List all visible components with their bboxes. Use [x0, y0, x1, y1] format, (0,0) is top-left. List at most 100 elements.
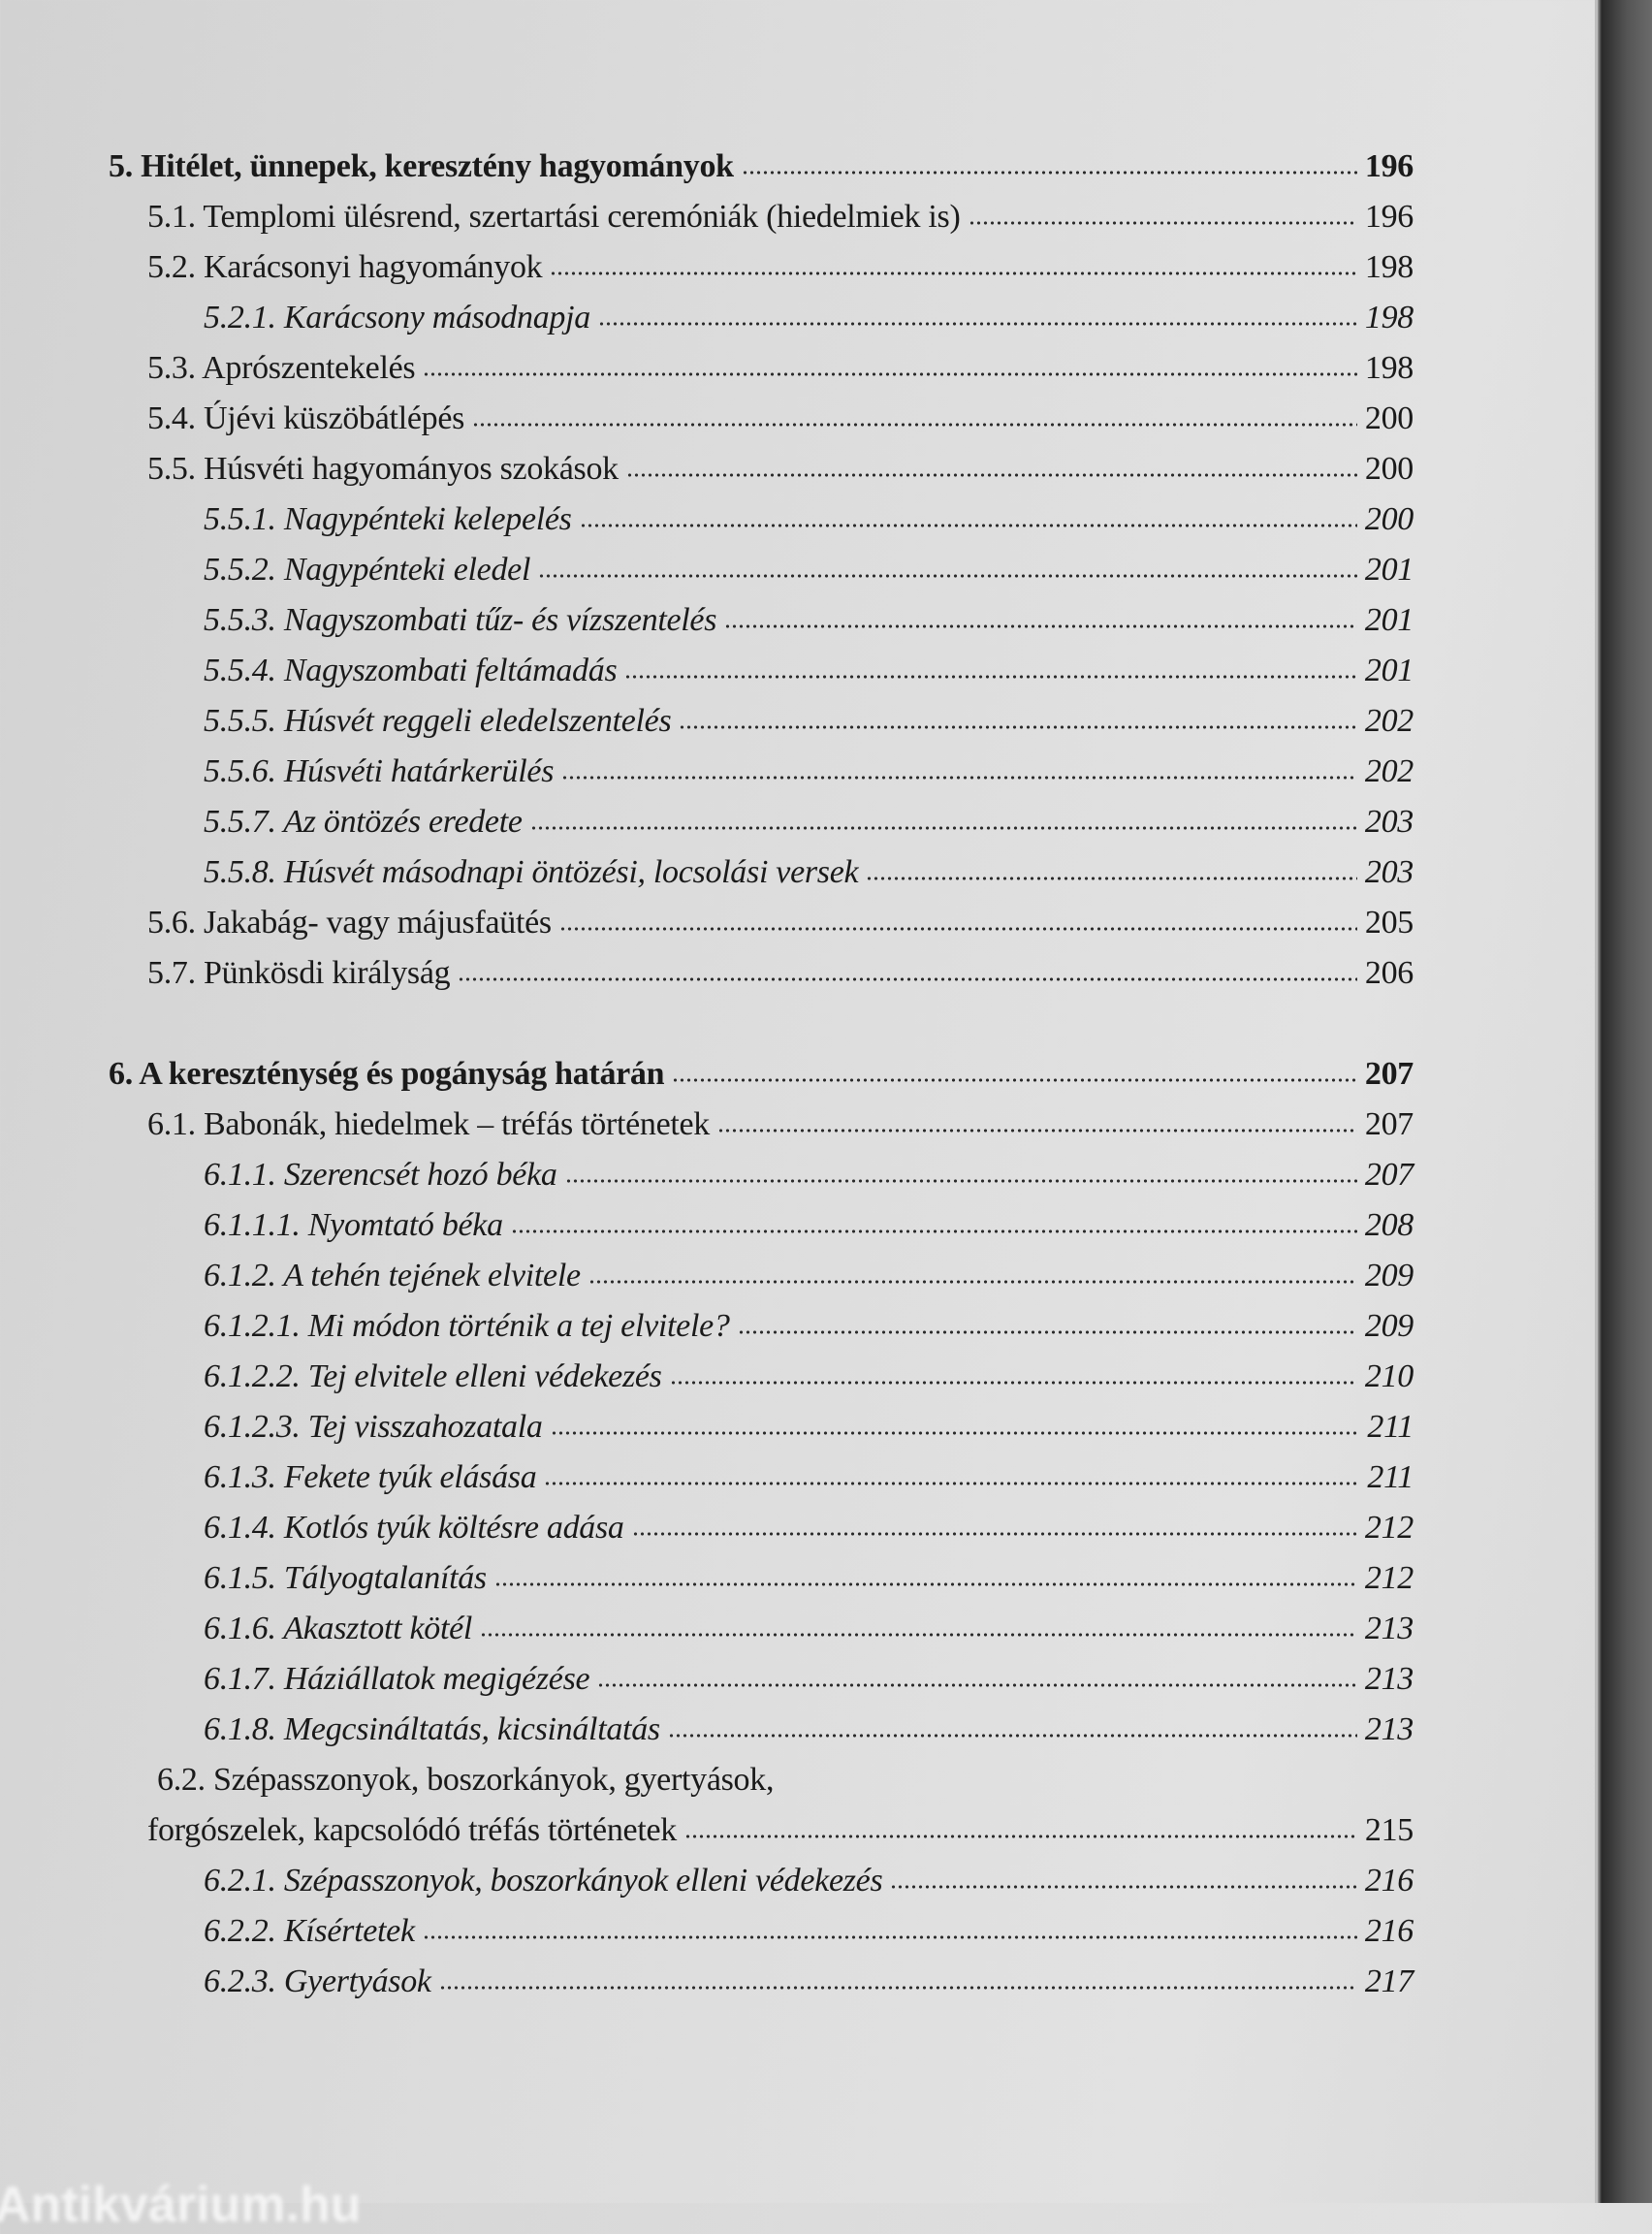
page-number: 206 — [1364, 955, 1414, 991]
toc-entry: 5.5.2. Nagypénteki eledel 201 — [109, 545, 1414, 595]
toc-entry: 5.5.3. Nagyszombati tűz- és vízszentelés… — [109, 595, 1414, 646]
page-number: 211 — [1367, 1459, 1414, 1495]
dot-leader — [423, 370, 1357, 378]
toc-entry: 5.2.1. Karácsony másodnapja 198 — [109, 293, 1414, 343]
entry-title: 6.1.6. Akasztott kötél — [204, 1611, 473, 1646]
entry-title: 5.7. Pünkösdi királyság — [147, 955, 451, 991]
dot-leader — [544, 1480, 1360, 1487]
dot-leader — [968, 219, 1357, 227]
entry-title: 5.5.6. Húsvéti határkerülés — [204, 753, 555, 789]
toc-entry: 6.2.3. Gyertyások 217 — [109, 1957, 1414, 2007]
entry-title: 5.1. Templomi ülésrend, szertartási cere… — [147, 199, 961, 235]
dot-leader — [422, 1933, 1357, 1941]
toc-entry: 6.1.1.1. Nyomtató béka 208 — [109, 1200, 1414, 1251]
entry-title: 6.1.2. A tehén tejének elvitele — [204, 1258, 581, 1293]
dot-leader — [564, 1177, 1357, 1185]
entry-title: 6. A kereszténység és pogányság határán — [109, 1056, 665, 1092]
toc-entry: 5.5.5. Húsvét reggeli eledelszentelés 202 — [109, 696, 1414, 747]
toc-entry: 6.1.2.3. Tej visszahozatala 211 — [109, 1402, 1414, 1452]
toc-entry: 5.5.8. Húsvét másodnapi öntözési, locsol… — [109, 847, 1414, 898]
page-number: 205 — [1364, 905, 1414, 941]
page-number: 207 — [1364, 1106, 1414, 1142]
toc-entry: 5.1. Templomi ülésrend, szertartási cere… — [109, 192, 1414, 242]
dot-leader — [510, 1228, 1357, 1235]
entry-title: 6.1. Babonák, hiedelmek – tréfás történe… — [147, 1106, 711, 1142]
toc-entry: 5.7. Pünkösdi királyság 206 — [109, 948, 1414, 999]
entry-title: forgószelek, kapcsolódó tréfás története… — [147, 1812, 677, 1848]
page-number: 201 — [1364, 552, 1414, 588]
toc-entry: 5.5.1. Nagypénteki kelepelés 200 — [109, 495, 1414, 545]
toc-entry: 5.5.7. Az öntözés eredete 203 — [109, 797, 1414, 847]
dot-leader — [529, 824, 1357, 832]
page-number: 200 — [1364, 501, 1414, 537]
entry-title: 6.1.2.1. Mi módon történik a tej elvitel… — [204, 1308, 730, 1344]
page-number: 207 — [1364, 1056, 1414, 1092]
toc-entry: 6.1.7. Háziállatok megigézése 213 — [109, 1654, 1414, 1705]
page-number: 211 — [1367, 1409, 1414, 1445]
page-number: 198 — [1364, 249, 1414, 285]
toc-entry: 6.1.8. Megcsináltatás, kicsináltatás 213 — [109, 1705, 1414, 1755]
page-number: 213 — [1364, 1611, 1414, 1646]
entry-title: 6.1.2.3. Tej visszahozatala — [204, 1409, 543, 1445]
dot-leader — [438, 1984, 1357, 1992]
toc-entry: 6.1. Babonák, hiedelmek – tréfás történe… — [109, 1100, 1414, 1150]
toc-entry-first-line: 6.2. Szépasszonyok, boszorkányok, gyerty… — [157, 1762, 775, 1798]
page-number: 196 — [1364, 199, 1414, 235]
dot-leader — [717, 1127, 1357, 1134]
dot-leader — [558, 925, 1357, 933]
page-number: 216 — [1364, 1913, 1414, 1949]
dot-leader — [679, 723, 1357, 731]
page-number: 210 — [1364, 1358, 1414, 1394]
page-number: 207 — [1364, 1157, 1414, 1193]
entry-title: 6.2.3. Gyertyások — [204, 1963, 431, 1999]
entry-title: 5.3. Aprószentekelés — [147, 350, 416, 386]
toc-entry: 5.4. Újévi küszöbátlépés 200 — [109, 394, 1414, 444]
page-number: 200 — [1364, 400, 1414, 436]
toc-entry: 6.1.2.1. Mi módon történik a tej elvitel… — [109, 1301, 1414, 1352]
page-number: 215 — [1364, 1812, 1414, 1848]
page-number: 208 — [1364, 1207, 1414, 1243]
page-number: 213 — [1364, 1661, 1414, 1697]
entry-title: 5.2.1. Karácsony másodnapja — [204, 300, 590, 335]
entry-title: 6.2.2. Kísértetek — [204, 1913, 415, 1949]
page-number: 201 — [1364, 602, 1414, 638]
watermark: Antikvárium.hu — [0, 2177, 362, 2233]
dot-leader — [538, 572, 1357, 580]
dot-leader — [458, 975, 1357, 983]
dot-leader — [597, 1681, 1357, 1689]
dot-leader — [625, 471, 1357, 479]
dot-leader — [550, 1429, 1360, 1437]
entry-title: 6.1.4. Kotlós tyúk költésre adása — [204, 1510, 624, 1546]
toc-entry: forgószelek, kapcsolódó tréfás története… — [109, 1805, 1414, 1856]
entry-title: 5.5.2. Nagypénteki eledel — [204, 552, 531, 588]
entry-title: 5.5.1. Nagypénteki kelepelés — [204, 501, 572, 537]
page-number: 213 — [1364, 1711, 1414, 1747]
entry-title: 6.1.8. Megcsináltatás, kicsináltatás — [204, 1711, 660, 1747]
toc-entry: 6.1.5. Tályogtalanítás 212 — [109, 1553, 1414, 1604]
toc-entry: 5.6. Jakabág- vagy májusfaütés 205 — [109, 898, 1414, 948]
entry-title: 5.5.7. Az öntözés eredete — [204, 804, 523, 840]
page-number: 212 — [1364, 1510, 1414, 1546]
page-number: 209 — [1364, 1308, 1414, 1344]
dot-leader — [561, 774, 1357, 782]
entry-title: 5.6. Jakabág- vagy májusfaütés — [147, 905, 552, 941]
page-edge-highlight — [1595, 0, 1598, 2203]
page-number: 202 — [1364, 703, 1414, 739]
toc-entry: 5.2. Karácsonyi hagyományok 198 — [109, 242, 1414, 293]
page-number: 209 — [1364, 1258, 1414, 1293]
spacer — [109, 999, 1414, 1049]
page-number: 212 — [1364, 1560, 1414, 1596]
entry-title: 6.1.3. Fekete tyúk elásása — [204, 1459, 537, 1495]
page-number: 198 — [1364, 350, 1414, 386]
entry-title: 6.2.1. Szépasszonyok, boszorkányok ellen… — [204, 1863, 883, 1899]
entry-title: 5.5.4. Nagyszombati feltámadás — [204, 653, 618, 688]
entry-title: 6.1.2.2. Tej elvitele elleni védekezés — [204, 1358, 662, 1394]
toc-entry: 6.1.2. A tehén tejének elvitele 209 — [109, 1251, 1414, 1301]
entry-title: 5. Hitélet, ünnepek, keresztény hagyomán… — [109, 148, 734, 184]
entry-title: 6.1.7. Háziállatok megigézése — [204, 1661, 590, 1697]
entry-title: 5.5. Húsvéti hagyományos szokások — [147, 451, 619, 487]
entry-title: 6.1.1. Szerencsét hozó béka — [204, 1157, 557, 1193]
dot-leader — [890, 1883, 1357, 1891]
toc-entry: 6.2.2. Kísértetek 216 — [109, 1906, 1414, 1957]
dot-leader — [866, 875, 1357, 882]
